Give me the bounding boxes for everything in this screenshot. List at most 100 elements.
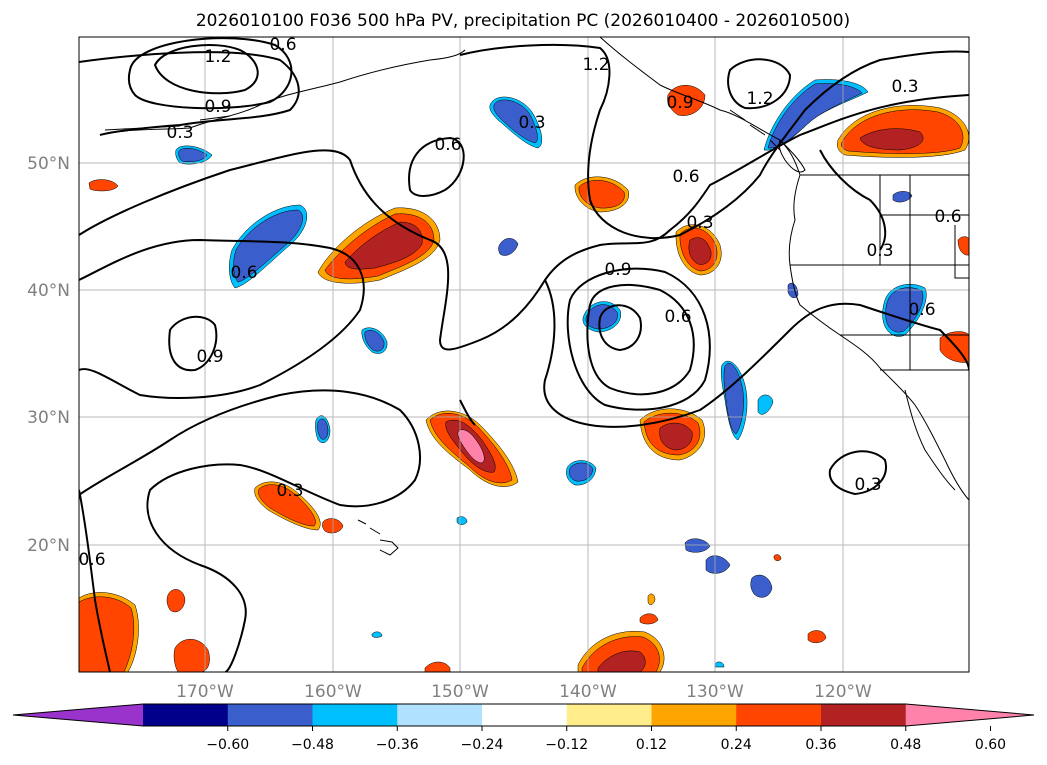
contour-label: 0.3 xyxy=(686,213,713,233)
negative-precip-areas xyxy=(175,79,927,668)
contour-label: 0.6 xyxy=(672,167,699,187)
pv-contour-0.9-pacific-west xyxy=(168,315,218,372)
negative-area-126w-16n xyxy=(750,574,773,598)
positive-area-165w-12n xyxy=(173,639,210,672)
pv-contour-inner-low xyxy=(598,304,642,352)
pv-contour-0.6-center xyxy=(408,136,465,197)
contour-label: 0.3 xyxy=(854,475,881,495)
pv-contour-0.6-north xyxy=(459,43,969,240)
lon-label: 170°W xyxy=(176,682,234,702)
bc-inlets xyxy=(729,109,781,151)
contour-label: 0.6 xyxy=(269,35,296,55)
positive-area-136w-16n xyxy=(647,593,656,605)
contour-label: 0.3 xyxy=(276,481,303,501)
colorbar-extend-high xyxy=(905,704,1034,726)
negative-area-116w-46n xyxy=(892,191,913,203)
chart-title: 2026010100 F036 500 hPa PV, precipitatio… xyxy=(196,11,850,31)
colorbar-segment xyxy=(482,704,568,726)
positive-area-103w-44n xyxy=(957,236,969,256)
colorbar-segment xyxy=(312,704,398,726)
lat-label: 50°N xyxy=(27,154,70,174)
colorbar-segment xyxy=(736,704,822,726)
colorbar-tick-label: −0.12 xyxy=(545,737,588,753)
map-area: 1.2 0.6 0.9 0.3 0.6 0.6 0.9 0.3 1.2 0.9 … xyxy=(79,35,969,672)
longitude-labels: 170°W 160°W 150°W 140°W 130°W 120°W xyxy=(176,682,872,702)
colorbar-tick-labels: −0.60 −0.48 −0.36 −0.24 −0.12 0.12 0.24 … xyxy=(206,737,1006,753)
pv-contour-0.3-sw xyxy=(79,389,421,672)
lon-label: 140°W xyxy=(559,682,617,702)
colorbar-segment xyxy=(566,704,652,726)
colorbar-tick-label: −0.36 xyxy=(376,737,419,753)
contour-label: 1.2 xyxy=(204,47,231,67)
colorbar xyxy=(12,703,1035,731)
contour-label: 0.6 xyxy=(664,307,691,327)
pv-contour-1.2-center xyxy=(586,284,695,396)
negative-area-130w-21n xyxy=(684,538,711,553)
colorbar-outline xyxy=(12,703,1035,727)
negative-area-127w-19n xyxy=(705,555,731,574)
lon-label: 160°W xyxy=(304,682,362,702)
contour-label: 0.9 xyxy=(666,93,693,113)
colorbar-segment xyxy=(397,704,483,726)
lat-label: 30°N xyxy=(27,408,70,428)
contour-label: 0.3 xyxy=(866,241,893,261)
positive-area-135w-14n xyxy=(639,613,659,625)
lat-label: 40°N xyxy=(27,281,70,301)
latitude-labels: 50°N 40°N 30°N 20°N xyxy=(27,154,70,556)
pv-contour-0.9-center xyxy=(566,267,711,411)
pv-contour-0.9-nw xyxy=(127,37,293,110)
map-frame xyxy=(78,36,970,673)
pv-contour-trough-kink xyxy=(459,399,476,426)
colorbar-segment xyxy=(821,704,907,726)
colorbar-tick-label: 0.24 xyxy=(721,737,752,753)
contour-label: 0.3 xyxy=(166,123,193,143)
colorbar-tick-label: 0.12 xyxy=(636,737,667,753)
contour-label: 0.9 xyxy=(204,97,231,117)
contour-label: 0.6 xyxy=(434,135,461,155)
contour-label: 0.3 xyxy=(891,77,918,97)
pv-contour-1.2-nw xyxy=(153,44,259,95)
pv-contour-0.6-pacific-west xyxy=(79,238,365,399)
colorbar-tick-label: 0.60 xyxy=(975,737,1006,753)
pv-contours xyxy=(79,37,969,672)
negative-area-145w-42n xyxy=(498,238,519,256)
colorbar-segment xyxy=(143,704,229,726)
contour-label: 0.6 xyxy=(230,263,257,283)
pv-contour-1.2-bc xyxy=(727,58,792,110)
contour-label: 0.3 xyxy=(518,113,545,133)
contour-label: 0.6 xyxy=(934,207,961,227)
colorbar-tick-label: −0.48 xyxy=(291,737,334,753)
colorbar-extend-low xyxy=(13,704,143,726)
aleutian-coast xyxy=(99,49,466,136)
colorbar-tick-label: −0.24 xyxy=(461,737,504,753)
pv-contour-0.6-main xyxy=(79,94,969,351)
pv-contour-0.6-ridge xyxy=(543,279,969,428)
colorbar-segment xyxy=(227,704,313,726)
colorbar-tick-label: 0.48 xyxy=(890,737,921,753)
negative-area-125w-30n xyxy=(757,394,774,415)
positive-area-123w-12n xyxy=(807,630,827,643)
contour-label: 1.2 xyxy=(746,89,773,109)
contour-labels: 1.2 0.6 0.9 0.3 0.6 0.6 0.9 0.3 1.2 0.9 … xyxy=(79,35,962,570)
contour-label: 0.9 xyxy=(604,260,631,280)
coastlines xyxy=(99,37,969,556)
lon-label: 150°W xyxy=(431,682,489,702)
pv-contour-0.3-west xyxy=(79,51,300,136)
positive-area-176w-48n xyxy=(88,179,119,192)
baja-coast xyxy=(904,389,956,491)
pv-contour-0.3-west-bc xyxy=(819,149,887,251)
colorbar-tick-label: −0.60 xyxy=(206,737,249,753)
map-background xyxy=(79,37,969,672)
positive-area-125w-19n xyxy=(773,554,782,562)
colorbar-tick-label: 0.36 xyxy=(805,737,836,753)
negative-area-130w-10n xyxy=(714,661,725,668)
negative-area-159w-13n xyxy=(371,631,383,638)
lon-label: 120°W xyxy=(814,682,872,702)
state-borders xyxy=(790,175,969,371)
positive-area-151w-10n xyxy=(424,661,451,672)
hawaii-islands xyxy=(357,519,399,556)
positive-area-167w-16n xyxy=(166,589,186,613)
contour-label: 0.6 xyxy=(908,300,935,320)
contour-label: 0.9 xyxy=(196,347,223,367)
